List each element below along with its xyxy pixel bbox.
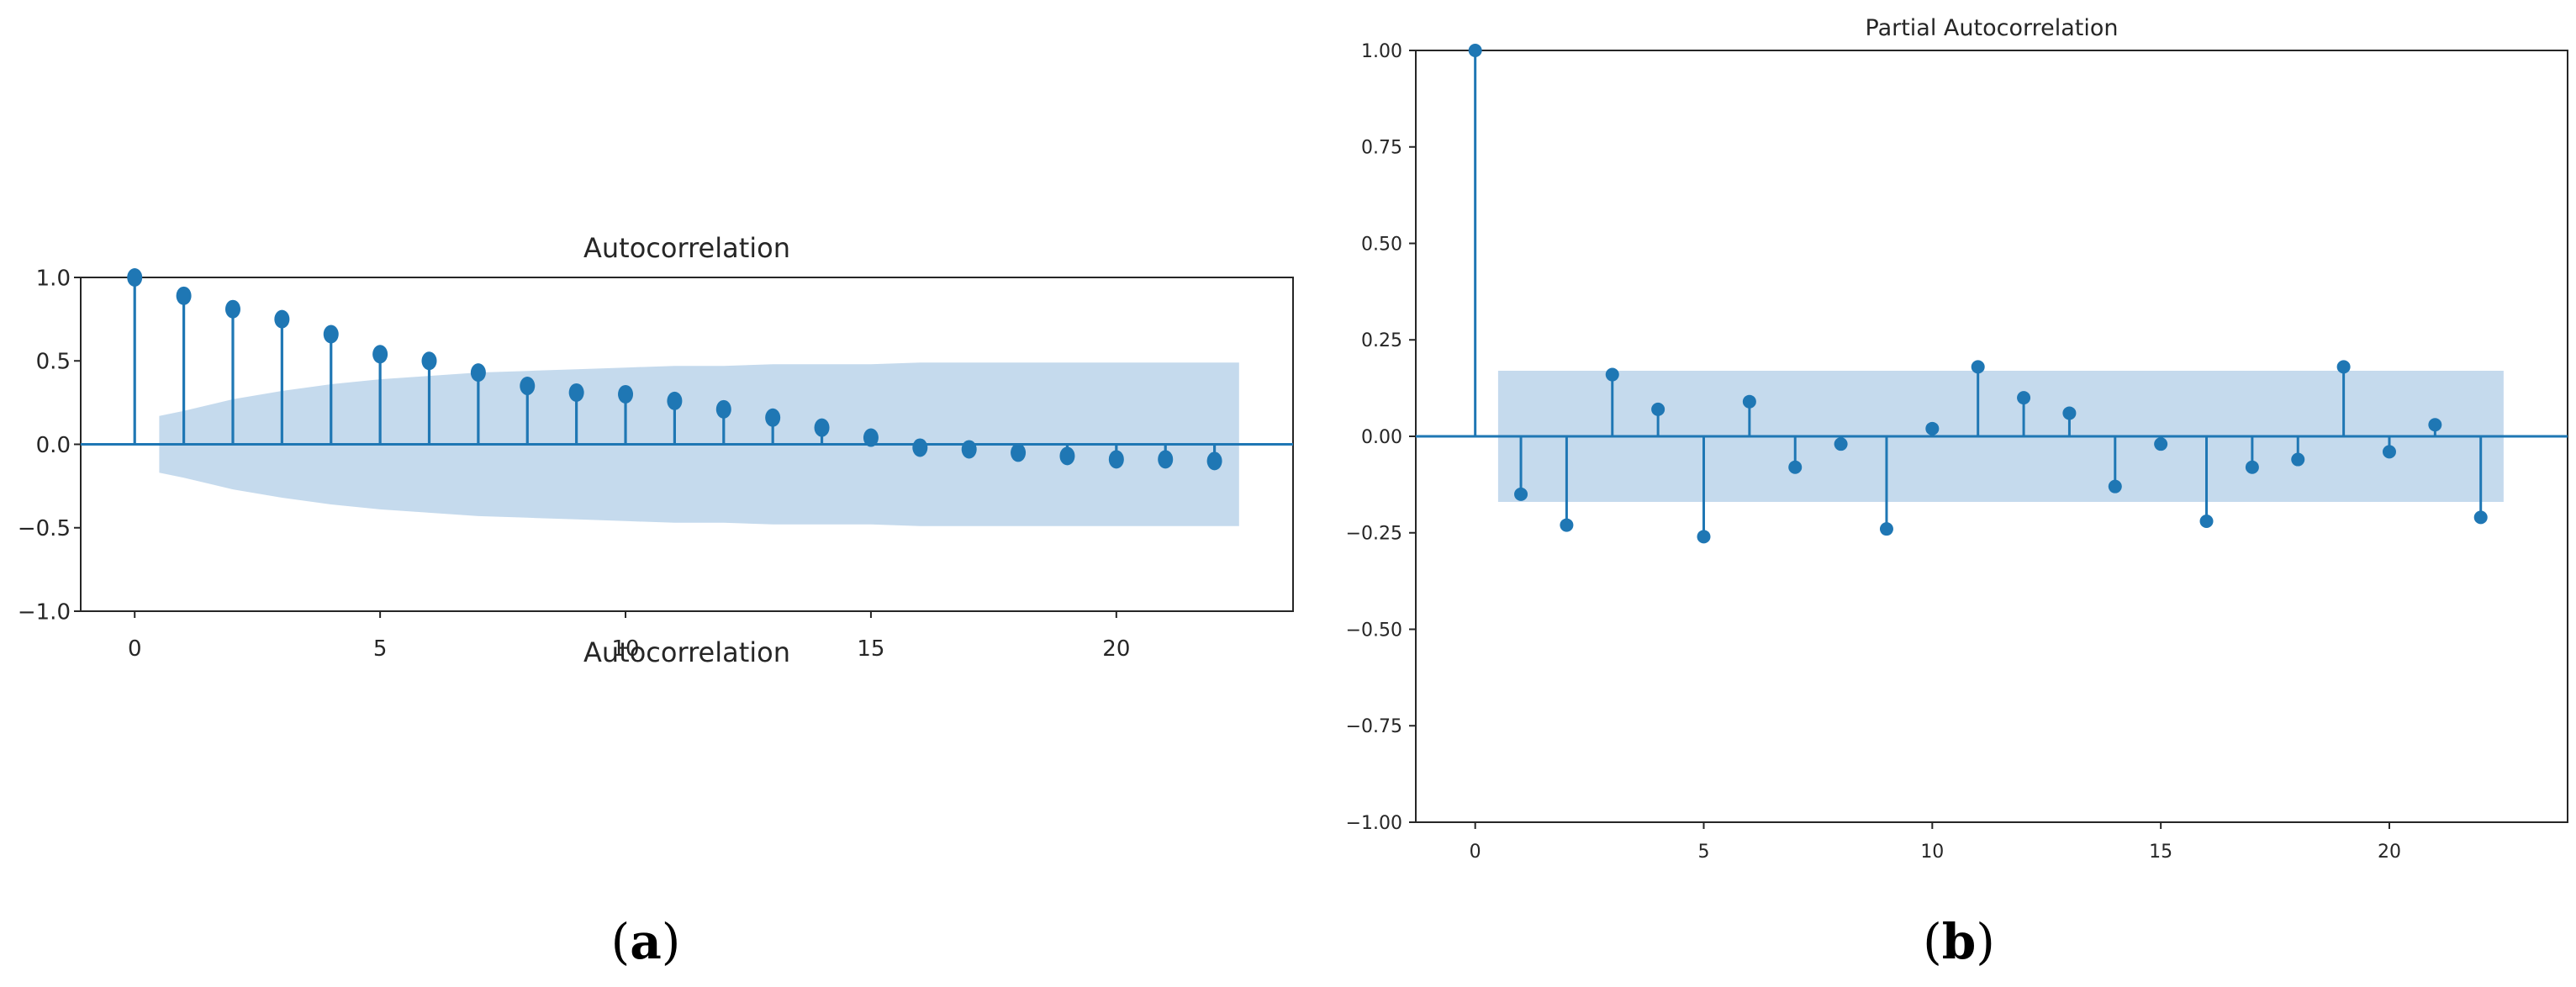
y-tick-label: −1.00: [1346, 813, 1402, 834]
stem-marker: [912, 438, 928, 457]
stem-marker: [1560, 518, 1574, 532]
stem-marker: [715, 399, 731, 419]
y-tick-label: 0.50: [1361, 234, 1402, 255]
x-tick-label: 5: [373, 636, 388, 662]
stem-marker: [2428, 418, 2442, 432]
stem-marker: [2245, 460, 2259, 474]
stem-marker: [1059, 446, 1075, 466]
stem-marker: [2336, 360, 2351, 374]
stem-marker: [814, 418, 830, 437]
stem-marker: [1206, 451, 1222, 471]
panel-label: (a): [611, 913, 681, 970]
stem-marker: [1879, 522, 1893, 536]
x-tick-label: 0: [1470, 842, 1481, 863]
x-tick-label: 20: [2378, 842, 2401, 863]
chart-title: Partial Autocorrelation: [1866, 15, 2119, 41]
stem-marker: [568, 383, 584, 402]
x-tick-label: 5: [1698, 842, 1710, 863]
stem-marker: [1108, 450, 1124, 469]
y-tick-label: −0.75: [1346, 716, 1402, 737]
stem-marker: [1651, 402, 1665, 416]
chart-title: Autocorrelation: [583, 232, 790, 264]
y-tick-label: 1.0: [36, 266, 71, 291]
y-tick-label: 0.00: [1361, 427, 1402, 448]
stem-marker: [1925, 421, 1940, 435]
x-tick-label: 15: [2149, 842, 2172, 863]
x-tick-label: 20: [1102, 636, 1130, 662]
x-tick-label: 0: [128, 636, 142, 662]
stem-marker: [274, 309, 290, 329]
chart-panel-a: Autocorrelation 1.0 0.5 0.0 −1.0 −0.5 0 5 10 15 20…: [18, 232, 1294, 970]
y-tick-label: 0.0: [36, 433, 71, 458]
y-tick-label: −1.0: [18, 599, 71, 625]
panel-label: (b): [1923, 913, 1995, 970]
stem-marker: [470, 363, 486, 383]
stem-marker: [1605, 367, 1619, 382]
chart-panel-b: Partial Autocorrelation 1.00 0.75 0.50 0.25 0…: [1346, 15, 2568, 970]
x-tick-label: 15: [857, 636, 884, 662]
stem-marker: [421, 351, 437, 371]
stem-marker: [961, 440, 977, 459]
stem-marker: [323, 325, 339, 344]
stem-marker: [2154, 437, 2168, 451]
y-tick-label: 0.25: [1361, 330, 1402, 351]
stem-marker: [2062, 406, 2077, 420]
stem-marker: [1697, 530, 1711, 544]
stem-marker: [667, 391, 683, 410]
stem-marker: [765, 408, 781, 427]
stem-marker: [1468, 44, 1482, 57]
stem-marker: [2382, 445, 2396, 459]
stem-marker: [2473, 510, 2488, 525]
stem-marker: [1011, 443, 1027, 462]
y-tick-label: 1.00: [1361, 41, 1402, 62]
y-tick-label: 0.5: [36, 350, 71, 375]
y-tick-label: −0.50: [1346, 620, 1402, 641]
stem-marker: [1788, 460, 1803, 474]
stem-marker: [2199, 514, 2214, 528]
stem-marker: [618, 384, 634, 404]
stem-marker: [520, 377, 536, 396]
stem-marker: [1971, 360, 1985, 374]
stem-marker: [372, 345, 388, 364]
stem-marker: [1514, 487, 1528, 501]
panel-letter: a: [630, 913, 662, 970]
stem-marker: [224, 299, 240, 319]
y-tick-label: −0.5: [18, 516, 71, 541]
stem-marker: [2017, 391, 2031, 405]
stem-marker: [1742, 394, 1756, 409]
stem-marker: [2291, 452, 2305, 467]
panel-letter: b: [1942, 913, 1977, 970]
overlapping-title: Autocorrelation: [583, 636, 790, 668]
x-tick-label: 10: [611, 636, 639, 662]
stem-marker: [1158, 450, 1174, 469]
stem-marker: [2108, 479, 2122, 494]
stem-marker: [1834, 437, 1848, 451]
x-tick-label: 10: [1920, 842, 1944, 863]
y-tick-label: −0.25: [1346, 524, 1402, 545]
y-tick-label: 0.75: [1361, 138, 1402, 159]
stem-marker: [176, 286, 192, 305]
stem-marker: [863, 428, 879, 447]
stem-marker: [127, 268, 143, 287]
